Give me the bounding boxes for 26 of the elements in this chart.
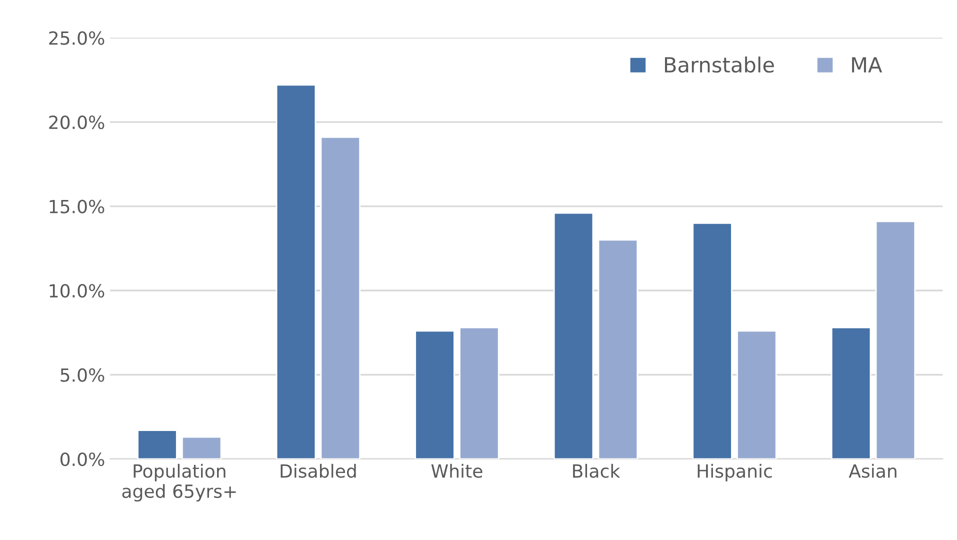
bar xyxy=(553,212,594,459)
bar xyxy=(692,222,732,459)
y-tick-label: 0.0% xyxy=(60,452,104,466)
x-tick-label: Black xyxy=(573,464,620,478)
bar xyxy=(459,326,500,459)
bar xyxy=(875,220,916,459)
y-tick-label: 15.0% xyxy=(50,200,104,214)
bar xyxy=(830,326,872,459)
bar xyxy=(598,239,638,459)
x-tick-label: White xyxy=(431,464,482,478)
bar xyxy=(414,330,455,459)
legend-label: MA xyxy=(852,57,882,72)
y-tick-label: 10.0% xyxy=(50,284,104,298)
x-tick-label: Disabled xyxy=(280,464,356,478)
y-tick-label: 20.0% xyxy=(49,116,104,130)
bar xyxy=(736,330,777,459)
y-tick-label: 25.0% xyxy=(49,31,104,45)
bar xyxy=(137,430,178,459)
bar xyxy=(320,136,361,459)
bar xyxy=(182,436,222,459)
x-tick-label: Population aged 65yrs+ xyxy=(122,464,236,502)
bar xyxy=(276,84,316,459)
x-tick-label: Hispanic xyxy=(698,464,772,482)
legend-label: Barnstable xyxy=(665,56,774,73)
x-tick-label: Asian xyxy=(848,464,896,478)
y-tick-label: 5.0% xyxy=(60,368,104,382)
